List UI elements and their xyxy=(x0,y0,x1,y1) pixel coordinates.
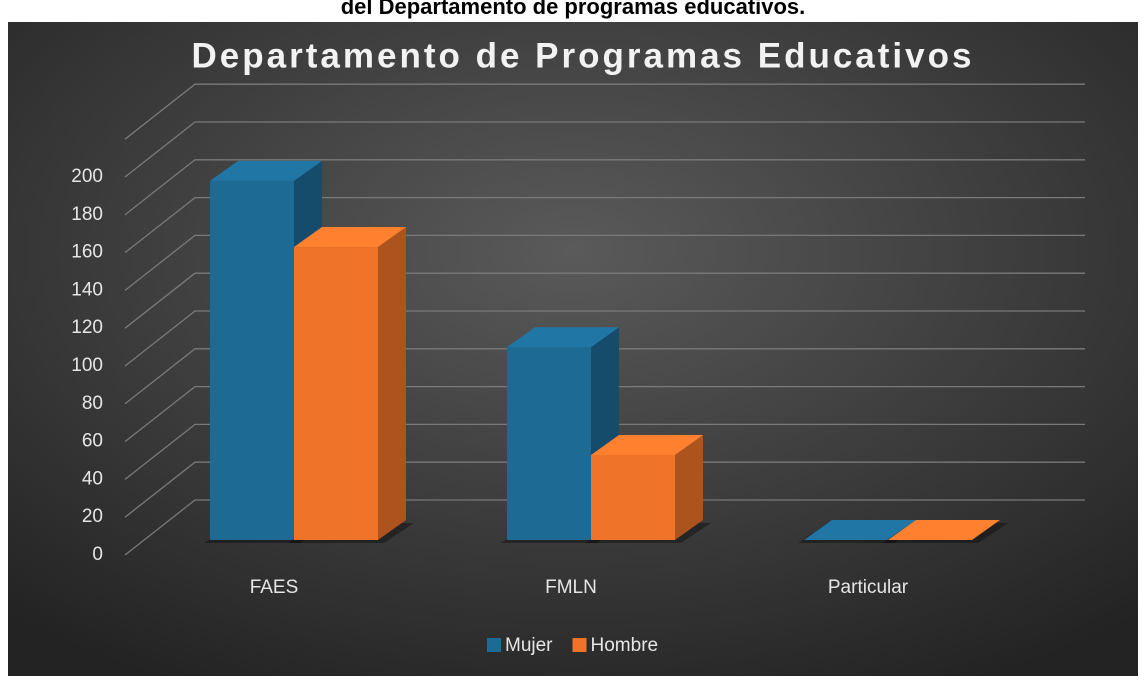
grid-line xyxy=(124,348,1085,405)
grid-line xyxy=(124,196,1085,254)
bar-top xyxy=(294,227,406,248)
grid-line xyxy=(124,234,1085,291)
legend-swatch xyxy=(572,638,587,652)
y-tick-label: 80 xyxy=(82,393,103,414)
legend-label: Mujer xyxy=(505,635,553,656)
bar-top xyxy=(888,520,1000,540)
bar-side xyxy=(378,227,406,541)
y-tick-label: 120 xyxy=(71,317,103,338)
bar-top xyxy=(591,434,703,455)
y-tick-label: 160 xyxy=(71,242,103,263)
grid-line xyxy=(124,272,1085,329)
chart-title: Departamento de Programas Educativos xyxy=(192,36,975,75)
bar-side xyxy=(675,434,703,540)
bar-top xyxy=(210,160,322,181)
grid-line xyxy=(124,461,1085,518)
caption: del Departamento de programas educativos… xyxy=(341,0,806,19)
legend-label: Hombre xyxy=(591,635,659,656)
grid-line xyxy=(124,121,1085,178)
bar xyxy=(507,347,591,540)
x-tick-label: Particular xyxy=(828,577,909,598)
y-tick-label: 60 xyxy=(82,431,103,452)
grid-line xyxy=(124,423,1085,480)
bar-top xyxy=(804,520,916,540)
wall-edge xyxy=(124,83,1085,140)
y-tick-label: 40 xyxy=(82,468,103,489)
x-tick-label: FMLN xyxy=(545,577,597,598)
bar-top xyxy=(507,327,619,348)
y-tick-label: 180 xyxy=(71,204,103,225)
grid-line xyxy=(124,310,1085,367)
grid-line xyxy=(124,159,1085,216)
bar xyxy=(591,454,675,540)
y-tick-label: 100 xyxy=(71,355,103,376)
grid-line xyxy=(124,385,1085,443)
bar xyxy=(210,180,294,540)
y-tick-label: 140 xyxy=(71,279,103,300)
grid-line xyxy=(124,499,1085,556)
legend-swatch xyxy=(487,638,501,652)
bar xyxy=(294,247,378,541)
x-tick-label: FAES xyxy=(250,577,299,598)
y-tick-label: 0 xyxy=(92,544,103,565)
y-tick-label: 20 xyxy=(82,506,103,527)
y-tick-label: 200 xyxy=(71,166,103,187)
